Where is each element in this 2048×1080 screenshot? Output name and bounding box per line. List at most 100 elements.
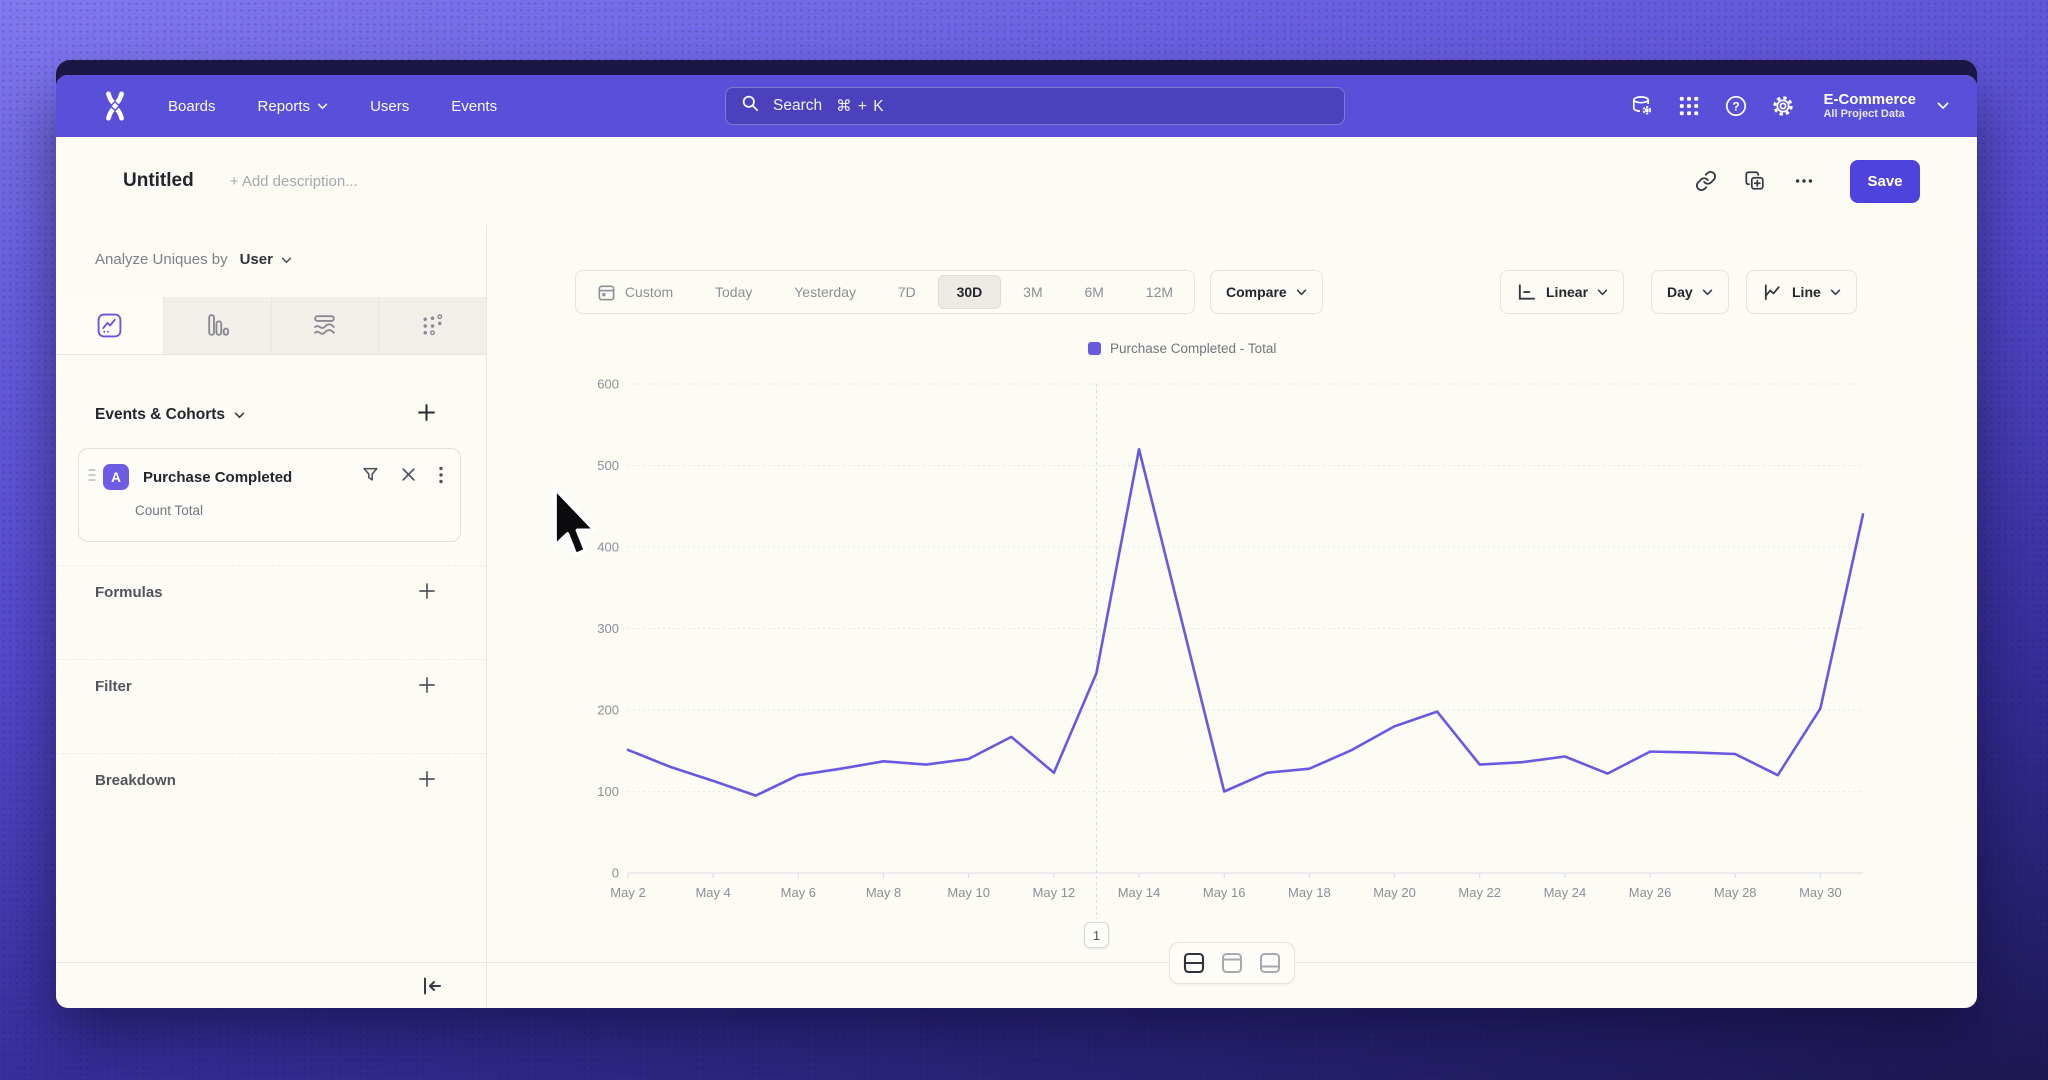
add-description-placeholder[interactable]: + Add description... bbox=[229, 172, 358, 190]
range-label: 7D bbox=[897, 284, 916, 300]
chart-type-label: Line bbox=[1792, 284, 1821, 300]
legend-label: Purchase Completed - Total bbox=[1110, 341, 1277, 356]
search-input[interactable]: Search ⌘ + K bbox=[725, 87, 1345, 125]
tab-retention[interactable] bbox=[378, 297, 486, 354]
range-label: Yesterday bbox=[794, 284, 856, 300]
line-chart-icon bbox=[1764, 283, 1780, 300]
range-7d[interactable]: 7D bbox=[877, 271, 937, 313]
range-label: 6M bbox=[1084, 284, 1104, 300]
range-3m[interactable]: 3M bbox=[1002, 271, 1063, 313]
settings-gear-icon[interactable] bbox=[1770, 93, 1796, 119]
range-label: 3M bbox=[1023, 284, 1043, 300]
save-button[interactable]: Save bbox=[1850, 159, 1920, 203]
plus-icon bbox=[419, 677, 435, 693]
events-cohorts-header: Events & Cohorts bbox=[95, 403, 436, 427]
nav-item-label: Events bbox=[451, 97, 498, 115]
svg-text:200: 200 bbox=[597, 703, 619, 718]
plus-icon bbox=[419, 771, 435, 787]
layout-top-icon[interactable] bbox=[1219, 950, 1245, 976]
range-label: 12M bbox=[1145, 284, 1174, 300]
range-6m[interactable]: 6M bbox=[1064, 271, 1125, 313]
nav-item-reports[interactable]: Reports bbox=[258, 98, 329, 115]
event-card[interactable]: A Purchase Completed Count T bbox=[78, 448, 461, 542]
add-filter-button[interactable] bbox=[418, 676, 436, 699]
analyze-entity-dropdown[interactable]: User bbox=[239, 251, 273, 268]
event-more-icon[interactable] bbox=[438, 466, 444, 489]
range-yesterday[interactable]: Yesterday bbox=[773, 271, 877, 313]
event-filter-icon[interactable] bbox=[362, 466, 379, 488]
range-today[interactable]: Today bbox=[694, 271, 773, 313]
event-remove-icon[interactable] bbox=[401, 467, 416, 487]
more-options-icon[interactable] bbox=[1793, 170, 1815, 192]
svg-text:May 16: May 16 bbox=[1203, 885, 1246, 900]
project-switcher[interactable]: E-Commerce All Project Data bbox=[1823, 91, 1916, 121]
svg-text:May 18: May 18 bbox=[1288, 885, 1331, 900]
event-name[interactable]: Purchase Completed bbox=[143, 468, 293, 486]
events-chevron-down-icon bbox=[234, 412, 245, 418]
svg-text:May 22: May 22 bbox=[1458, 885, 1501, 900]
report-type-tabs bbox=[56, 297, 486, 355]
analyze-prefix-label: Analyze Uniques by bbox=[95, 251, 228, 268]
layout-split-icon[interactable] bbox=[1181, 950, 1207, 976]
range-custom[interactable]: Custom bbox=[576, 271, 694, 313]
calendar-icon bbox=[598, 285, 615, 300]
svg-text:May 28: May 28 bbox=[1714, 885, 1757, 900]
range-30d[interactable]: 30D bbox=[937, 275, 1002, 309]
range-label: 30D bbox=[956, 284, 983, 300]
scale-dropdown[interactable]: Linear bbox=[1500, 270, 1625, 314]
search-shortcut: ⌘ + K bbox=[836, 97, 885, 115]
copy-link-icon[interactable] bbox=[1695, 170, 1717, 192]
mixpanel-logo-icon[interactable] bbox=[100, 91, 130, 121]
tab-flows[interactable] bbox=[270, 297, 379, 354]
range-label: Custom bbox=[624, 284, 674, 300]
svg-text:May 30: May 30 bbox=[1799, 885, 1842, 900]
nav-item-users[interactable]: Users bbox=[370, 98, 409, 115]
interval-dropdown[interactable]: Day bbox=[1651, 270, 1729, 314]
events-cohorts-label[interactable]: Events & Cohorts bbox=[95, 406, 245, 424]
apps-grid-icon[interactable] bbox=[1676, 93, 1702, 119]
svg-text:May 26: May 26 bbox=[1629, 885, 1672, 900]
data-management-icon[interactable] bbox=[1629, 93, 1655, 119]
report-header: Untitled + Add description... bbox=[56, 137, 1977, 225]
duplicate-icon[interactable] bbox=[1744, 170, 1766, 192]
bottom-bar bbox=[487, 942, 1977, 1008]
chart-legend[interactable]: Purchase Completed - Total bbox=[1088, 341, 1276, 356]
chart-type-dropdown[interactable]: Line bbox=[1746, 270, 1857, 314]
add-formulas-button[interactable] bbox=[418, 582, 436, 605]
svg-text:May 10: May 10 bbox=[947, 885, 990, 900]
range-label: Today bbox=[715, 284, 753, 300]
layout-switcher bbox=[1169, 942, 1295, 984]
nav-right-group: ? E-Commerce All Project Data bbox=[1629, 75, 1949, 137]
drag-handle-icon[interactable] bbox=[87, 467, 97, 488]
svg-text:300: 300 bbox=[597, 621, 619, 636]
collapse-sidebar-icon[interactable] bbox=[420, 974, 444, 998]
range-12m[interactable]: 12M bbox=[1125, 271, 1194, 313]
legend-swatch bbox=[1088, 342, 1101, 355]
add-breakdown-button[interactable] bbox=[418, 770, 436, 793]
svg-text:May 4: May 4 bbox=[695, 885, 730, 900]
tab-funnels[interactable] bbox=[162, 297, 271, 354]
tab-insights[interactable] bbox=[56, 297, 163, 354]
project-subtitle: All Project Data bbox=[1823, 108, 1905, 121]
svg-text:600: 600 bbox=[597, 377, 619, 392]
nav-item-boards[interactable]: Boards bbox=[168, 98, 216, 115]
nav-item-label: Users bbox=[370, 97, 410, 115]
report-title[interactable]: Untitled bbox=[123, 170, 194, 191]
nav-item-events[interactable]: Events bbox=[451, 98, 497, 115]
add-event-button[interactable] bbox=[417, 403, 436, 427]
compare-button[interactable]: Compare bbox=[1210, 270, 1323, 314]
sidebar-section-breakdown: Breakdown bbox=[56, 753, 486, 847]
event-metric[interactable]: Count Total bbox=[135, 503, 204, 518]
svg-text:100: 100 bbox=[597, 784, 619, 799]
sidebar-section-formulas: Formulas bbox=[56, 565, 486, 659]
layout-bottom-icon[interactable] bbox=[1257, 950, 1283, 976]
svg-text:May 24: May 24 bbox=[1544, 885, 1587, 900]
svg-text:May 20: May 20 bbox=[1373, 885, 1416, 900]
line-chart[interactable]: 0 100 200 300 400 500 600 May 2 May 4 May 6 May 8 M… bbox=[487, 225, 1957, 962]
svg-text:May 8: May 8 bbox=[866, 885, 901, 900]
annotation-marker[interactable]: 1 bbox=[1083, 922, 1109, 948]
section-label: Formulas bbox=[95, 584, 163, 601]
query-builder-sidebar: Analyze Uniques by User bbox=[56, 225, 487, 1008]
help-icon[interactable]: ? bbox=[1723, 93, 1749, 119]
date-range-selector: Custom Today Yesterday 7D 30D 3M 6M 12M bbox=[575, 270, 1195, 314]
